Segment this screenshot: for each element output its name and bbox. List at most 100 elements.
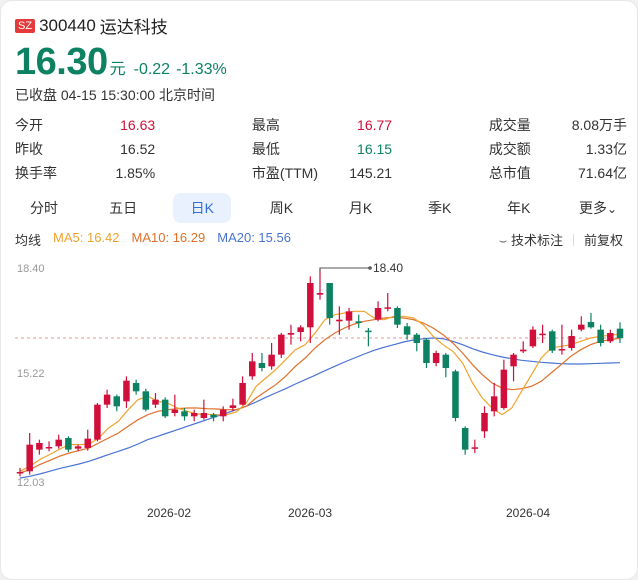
candle [481, 406, 488, 438]
stat-value: 71.64亿 [577, 165, 627, 181]
tab-2[interactable]: 日K [173, 193, 232, 223]
candle [287, 324, 295, 345]
candle [326, 282, 333, 325]
adjust-button[interactable]: 前复权 [583, 233, 623, 248]
stat-value: 16.77 [357, 117, 393, 133]
stat-value: 16.15 [357, 141, 393, 157]
candle [278, 332, 285, 358]
candle [403, 322, 411, 340]
candle [84, 429, 91, 451]
price-change-pct: -1.33% [176, 61, 227, 78]
candle [355, 314, 362, 328]
stats-grid: 今开 16.63 最高 16.77 成交量 8.08万手 昨收 16.52 最低 16.15 成交额… [15, 113, 627, 185]
stat-value: 145.21 [349, 165, 393, 181]
stat-label: 昨收 [15, 141, 43, 157]
candle [94, 402, 101, 442]
price-unit: 元 [109, 61, 126, 78]
candle [558, 324, 566, 355]
stock-name: 运达科技 [99, 18, 168, 37]
stat-label: 总市值 [488, 165, 531, 181]
ma-legend: 均线 MA5: 16.42 MA10: 16.29 MA20: 15.56 [15, 230, 291, 249]
period-tabs: 分时 五日 日K 周K 月K 季K 年K 更多⌄ [15, 193, 627, 223]
stat-label: 最高 [251, 117, 280, 133]
candle [190, 409, 198, 422]
max-marker-line [319, 267, 370, 272]
eye-icon: ⌣ [498, 233, 508, 248]
annotate-button[interactable]: ⌣ 技术标注 [499, 230, 563, 249]
candle [549, 329, 556, 353]
candle [539, 324, 546, 343]
tab-5[interactable]: 季K [428, 200, 452, 216]
candle [432, 350, 440, 367]
tab-6[interactable]: 年K [507, 200, 531, 216]
candle [490, 382, 498, 417]
chart-tools: ⌣ 技术标注 前复权 [499, 230, 623, 249]
candle [229, 398, 237, 412]
candle [26, 432, 33, 475]
candle [297, 325, 304, 342]
candle [587, 312, 595, 329]
stat-value: 8.08万手 [571, 117, 627, 133]
ma5-line [19, 310, 621, 472]
candle [142, 388, 150, 412]
y-tick-top: 18.40 [17, 263, 45, 275]
stat-value: 1.85% [115, 165, 156, 181]
tab-3[interactable]: 周K [269, 200, 294, 216]
stat-label: 今开 [15, 117, 43, 133]
stat-label: 最低 [251, 141, 280, 157]
stat-label: 成交量 [488, 117, 531, 133]
candle [394, 306, 401, 328]
candle [113, 394, 121, 412]
candle [268, 342, 275, 370]
x-tick-apr: 2026-04 [506, 506, 551, 520]
stat-label: 成交额 [488, 141, 531, 157]
candle [132, 379, 140, 395]
price-change: -0.22 [133, 61, 171, 78]
stock-code: 300440 [39, 15, 96, 35]
market-status: 已收盘 04-15 15:30:00 北京时间 [15, 87, 215, 103]
candle [365, 327, 372, 347]
stat-label: 换手率 [15, 165, 57, 181]
ma-label: 均线 [15, 233, 42, 248]
tab-0[interactable]: 分时 [30, 200, 58, 216]
candle [123, 376, 130, 408]
tab-1[interactable]: 五日 [109, 200, 138, 216]
x-tick-mar: 2026-03 [288, 506, 333, 520]
candle [55, 434, 62, 449]
candle [152, 392, 159, 408]
candle [568, 329, 575, 351]
candle [65, 436, 72, 452]
candle [181, 407, 188, 421]
tab-7[interactable]: 更多⌄ [569, 193, 627, 223]
candle [258, 352, 266, 372]
candle [510, 352, 517, 382]
candle [200, 399, 208, 420]
kline-chart[interactable]: 18.40 [1, 251, 637, 511]
max-marker-dot [368, 266, 372, 270]
candle [36, 439, 43, 455]
candle [171, 394, 179, 417]
stat-label: 市盈(TTM) [251, 165, 318, 181]
ma10-line [19, 316, 621, 474]
candle [249, 352, 256, 380]
candle [210, 412, 217, 422]
stock-header: SZ 300440 运达科技 [15, 13, 168, 38]
candle [384, 292, 391, 312]
y-tick-mid: 15.22 [17, 368, 45, 380]
candle [423, 337, 430, 368]
x-tick-feb: 2026-02 [147, 506, 192, 520]
candle [336, 306, 343, 335]
candle [316, 268, 324, 300]
divider [572, 233, 574, 246]
current-price: 16.30 [15, 41, 108, 83]
stat-value: 16.63 [120, 117, 156, 133]
candle [219, 406, 227, 422]
ma20-line [19, 337, 621, 479]
tab-4[interactable]: 月K [348, 200, 373, 216]
ma10-value: MA10: 16.29 [131, 230, 206, 245]
candle [442, 352, 450, 378]
ma5-value: MA5: 16.42 [53, 230, 120, 245]
candle [500, 359, 508, 410]
candle [607, 329, 614, 343]
